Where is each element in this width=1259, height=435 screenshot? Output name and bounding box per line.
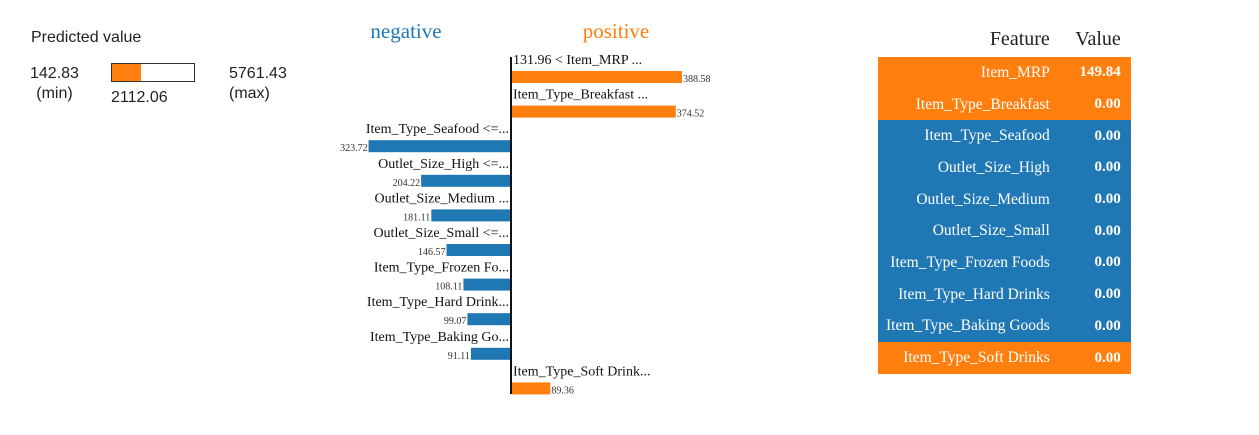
bar-label: 131.96 < Item_MRP ... [513,53,642,68]
feature-name-cell: Item_Type_Frozen Foods [890,253,1050,271]
positive-header: positive [583,19,650,43]
bar-label: Outlet_Size_High <=... [378,157,509,172]
negative-bar [470,347,511,360]
predicted-max-value: 5761.43 [229,65,287,82]
value-column-header: Value [1075,27,1121,50]
negative-bar [463,278,511,291]
positive-bar [511,71,682,83]
negative-bar [446,244,511,256]
negative-header: negative [370,19,441,43]
bar-row: Item_Type_Hard Drink... 99.07 [367,295,511,327]
feature-name-cell: Item_Type_Baking Goods [886,317,1050,335]
feature-value-cell: 149.84 [1079,64,1121,81]
bar-value-label: 181.11 [403,212,430,223]
table-row: Item_Type_Frozen Foods 0.00 [878,247,1131,279]
predicted-value-title: Predicted value [31,29,142,46]
feature-value-cell: 0.00 [1094,222,1121,239]
feature-value-cell: 0.00 [1094,254,1121,271]
bar-value-label: 146.57 [418,247,446,258]
bar-row: Outlet_Size_Small <=... 146.57 [373,226,511,258]
contribution-chart: negative positive 131.96 < Item_MRP ... 3… [340,19,710,396]
bar-value-label: 99.07 [444,316,467,327]
bar-value-label: 388.58 [683,74,711,85]
bar-row: Outlet_Size_High <=... 204.22 [378,157,511,189]
bar-label: Item_Type_Soft Drink... [513,364,650,379]
feature-name-cell: Item_Type_Soft Drinks [903,349,1050,367]
feature-value-cell: 0.00 [1094,96,1121,113]
bar-value-label: 374.52 [677,109,705,120]
predicted-min: 142.83 (min) [30,64,79,104]
bar-row: Item_Type_Soft Drink... 89.36 [511,364,650,396]
predicted-max-label: (max) [229,85,270,102]
negative-bar [431,209,511,222]
bar-label: Item_Type_Breakfast ... [513,88,648,103]
feature-value-cell: 0.00 [1094,349,1121,366]
table-row: Outlet_Size_Small 0.00 [878,215,1131,248]
bar-value-label: 91.11 [448,351,470,362]
negative-bar [421,174,511,187]
bar-label: Outlet_Size_Medium ... [374,191,509,206]
bar-row: Item_Type_Breakfast ... 374.52 [511,88,704,120]
feature-name-cell: Item_Type_Hard Drinks [898,285,1050,303]
table-row: Item_Type_Baking Goods 0.00 [878,310,1131,343]
bar-label: Outlet_Size_Small <=... [373,226,509,241]
bar-label: Item_Type_Seafood <=... [366,122,509,137]
predicted-value-bar-fill [112,64,141,81]
predicted-min-label: (min) [36,85,73,102]
feature-name-cell: Outlet_Size_High [937,158,1050,176]
feature-column-header: Feature [989,27,1050,50]
positive-bar [511,105,676,118]
feature-name-cell: Outlet_Size_Medium [916,190,1050,208]
bar-row: Item_Type_Baking Go... 91.11 [370,330,511,362]
predicted-max: 5761.43 (max) [229,64,287,104]
feature-value-cell: 0.00 [1094,191,1121,208]
positive-bar [511,382,551,395]
table-row: Outlet_Size_Medium 0.00 [878,183,1131,216]
bar-value-label: 323.72 [340,143,368,154]
bar-row: 131.96 < Item_MRP ... 388.58 [511,53,710,85]
feature-name-cell: Item_Type_Seafood [924,127,1050,145]
bar-row: Item_Type_Seafood <=... 323.72 [340,122,511,154]
feature-value-cell: 0.00 [1094,127,1121,144]
bar-label: Item_Type_Baking Go... [370,330,509,345]
predicted-value-bar [111,63,195,82]
negative-bar [368,140,511,153]
feature-value-cell: 0.00 [1094,286,1121,303]
table-row: Item_Type_Soft Drinks 0.00 [878,342,1131,374]
table-row: Item_Type_Seafood 0.00 [878,120,1131,153]
bar-label: Item_Type_Frozen Fo... [374,261,509,276]
feature-name-cell: Outlet_Size_Small [932,222,1050,240]
predicted-min-value: 142.83 [30,65,79,82]
bar-value-label: 204.22 [393,178,421,189]
negative-bar [467,313,511,326]
feature-value-cell: 0.00 [1094,317,1121,334]
bar-row: Outlet_Size_Medium ... 181.11 [374,191,511,223]
table-row: Item_MRP 149.84 [878,57,1131,89]
bar-row: Item_Type_Frozen Fo... 108.11 [374,261,511,293]
feature-name-cell: Item_MRP [980,63,1050,81]
feature-value-cell: 0.00 [1094,159,1121,176]
feature-value-table: Feature Value Item_MRP 149.84 Item_Type_Br… [878,25,1131,374]
bar-value-label: 108.11 [435,282,462,293]
table-row: Item_Type_Hard Drinks 0.00 [878,278,1131,311]
predicted-value: 2112.06 [111,89,168,106]
table-row: Outlet_Size_High 0.00 [878,152,1131,184]
feature-name-cell: Item_Type_Breakfast [915,95,1050,113]
table-header-row: Feature Value [878,25,1131,57]
bar-value-label: 89.36 [551,385,574,396]
table-row: Item_Type_Breakfast 0.00 [878,88,1131,121]
bar-label: Item_Type_Hard Drink... [367,295,509,310]
